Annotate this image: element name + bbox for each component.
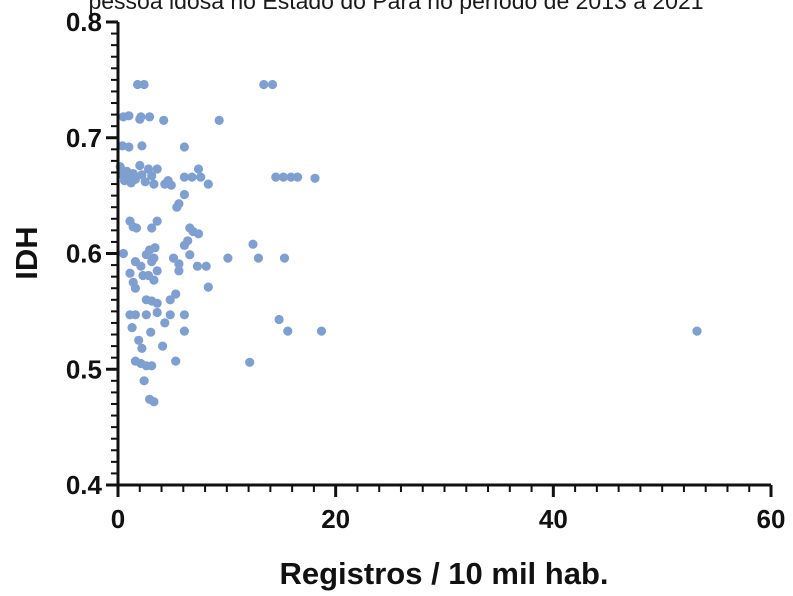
data-point <box>150 243 160 253</box>
data-point <box>118 248 128 259</box>
data-point <box>152 266 162 276</box>
data-point <box>166 180 176 190</box>
data-point <box>203 179 213 189</box>
data-point <box>171 289 181 299</box>
chart-title: pessoa idosa no Estado do Pará no períod… <box>88 0 703 14</box>
data-point <box>248 239 258 249</box>
data-point <box>141 310 151 320</box>
data-point <box>283 326 293 336</box>
data-point <box>158 341 168 351</box>
data-point <box>174 259 184 269</box>
data-point <box>196 172 206 182</box>
data-point <box>278 172 288 182</box>
y-tick-label: 0.8 <box>66 7 102 37</box>
data-point <box>147 223 157 233</box>
data-point <box>179 326 189 336</box>
data-point <box>130 310 140 320</box>
data-point <box>171 356 181 366</box>
data-point <box>183 236 193 246</box>
data-point <box>203 282 213 292</box>
x-tick-label: 20 <box>321 504 350 534</box>
data-point <box>172 202 182 212</box>
data-point <box>179 189 189 200</box>
data-point <box>271 172 281 182</box>
data-point <box>192 261 202 271</box>
data-point <box>214 115 224 125</box>
data-point <box>141 250 151 260</box>
data-point <box>201 261 211 271</box>
data-point <box>152 164 162 174</box>
data-point <box>124 142 134 152</box>
y-ticks-layer: 0.4 0.5 0.6 0.7 0.8 <box>66 7 118 500</box>
y-tick-label: 0.5 <box>66 354 102 384</box>
data-point <box>130 174 140 184</box>
data-point <box>143 164 154 174</box>
data-point <box>152 216 162 226</box>
data-point <box>139 79 149 90</box>
data-point <box>149 179 159 189</box>
x-tick-label: 40 <box>539 504 568 534</box>
data-point <box>286 172 296 182</box>
data-point <box>135 160 145 171</box>
data-point <box>253 253 263 263</box>
data-point <box>692 326 702 336</box>
data-point <box>168 253 179 263</box>
y-tick-label: 0.4 <box>66 470 103 500</box>
data-point <box>140 177 150 187</box>
x-tick-label: 0 <box>111 504 125 534</box>
y-tick-label: 0.7 <box>66 123 102 153</box>
data-point <box>152 307 162 318</box>
data-point <box>185 250 195 260</box>
points-layer <box>115 79 702 407</box>
data-point <box>147 171 157 181</box>
x-axis-title: Registros / 10 mil hab. <box>279 556 608 591</box>
data-point <box>137 170 147 180</box>
y-tick-label: 0.6 <box>66 239 102 269</box>
data-point <box>193 229 204 239</box>
data-point <box>160 318 170 328</box>
data-point <box>179 142 189 152</box>
data-point <box>146 327 156 337</box>
data-point <box>137 141 147 151</box>
data-point <box>165 295 175 305</box>
data-point <box>165 310 175 320</box>
data-point <box>187 172 197 182</box>
data-point <box>316 326 327 336</box>
data-point <box>245 357 255 367</box>
data-point <box>131 223 142 233</box>
data-point <box>293 172 303 182</box>
data-point <box>130 283 140 293</box>
x-tick-label: 60 <box>757 504 786 534</box>
data-point <box>152 298 162 308</box>
data-point <box>145 112 155 122</box>
data-point <box>274 314 284 325</box>
data-point <box>134 335 144 345</box>
data-point <box>149 253 159 263</box>
data-point <box>136 112 146 122</box>
data-point <box>179 172 189 182</box>
data-point <box>133 79 143 90</box>
data-point <box>279 253 290 263</box>
data-point <box>149 275 159 285</box>
data-point <box>259 79 269 90</box>
data-point <box>223 253 233 263</box>
data-point <box>149 397 159 407</box>
data-point <box>179 310 189 320</box>
data-point <box>267 79 278 90</box>
data-point <box>159 115 169 125</box>
data-point <box>124 111 134 121</box>
x-ticks-layer: 0 20 40 60 <box>111 485 786 534</box>
data-point <box>137 343 147 353</box>
data-point <box>174 266 184 276</box>
data-point <box>147 361 157 371</box>
data-point <box>310 173 320 183</box>
data-point <box>136 261 146 271</box>
data-point <box>139 376 149 386</box>
data-point <box>125 268 135 278</box>
y-axis-title: IDH <box>9 226 44 279</box>
data-point <box>127 323 137 333</box>
data-point <box>193 164 204 174</box>
